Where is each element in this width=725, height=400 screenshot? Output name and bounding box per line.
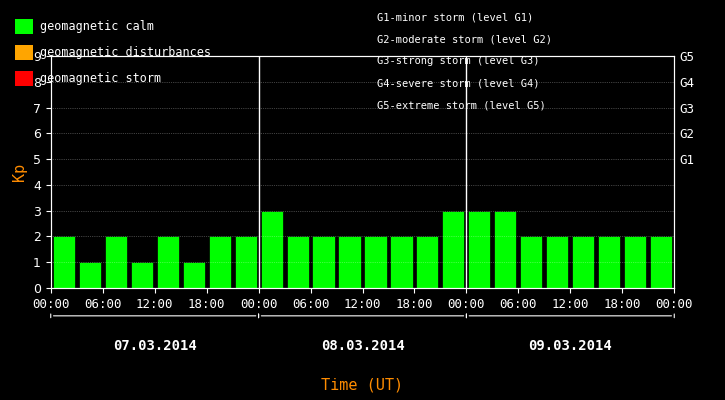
Bar [286,236,309,288]
Bar [365,236,386,288]
Y-axis label: Kp: Kp [12,163,28,181]
Bar [312,236,334,288]
Bar [521,236,542,288]
Text: geomagnetic calm: geomagnetic calm [40,20,154,33]
Text: 07.03.2014: 07.03.2014 [113,339,196,353]
Bar [547,236,568,288]
Text: G4-severe storm (level G4): G4-severe storm (level G4) [377,78,539,88]
Bar [416,236,439,288]
Text: 09.03.2014: 09.03.2014 [529,339,612,353]
Bar [104,236,127,288]
Bar [130,262,153,288]
Bar [235,236,257,288]
Bar [442,211,465,288]
Bar [598,236,621,288]
Bar [494,211,516,288]
Bar [209,236,231,288]
Bar [468,211,490,288]
Bar [391,236,413,288]
Text: G3-strong storm (level G3): G3-strong storm (level G3) [377,56,539,66]
Bar [157,236,178,288]
Text: G5-extreme storm (level G5): G5-extreme storm (level G5) [377,100,546,110]
Text: G1-minor storm (level G1): G1-minor storm (level G1) [377,12,534,22]
Text: G2-moderate storm (level G2): G2-moderate storm (level G2) [377,34,552,44]
Bar [260,211,283,288]
Text: geomagnetic disturbances: geomagnetic disturbances [40,46,211,59]
Text: 08.03.2014: 08.03.2014 [320,339,405,353]
Bar [53,236,75,288]
Bar [624,236,646,288]
Text: Time (UT): Time (UT) [321,377,404,392]
Bar [183,262,204,288]
Bar [572,236,594,288]
Bar [339,236,360,288]
Text: geomagnetic storm: geomagnetic storm [40,72,161,85]
Bar [79,262,101,288]
Bar [650,236,672,288]
